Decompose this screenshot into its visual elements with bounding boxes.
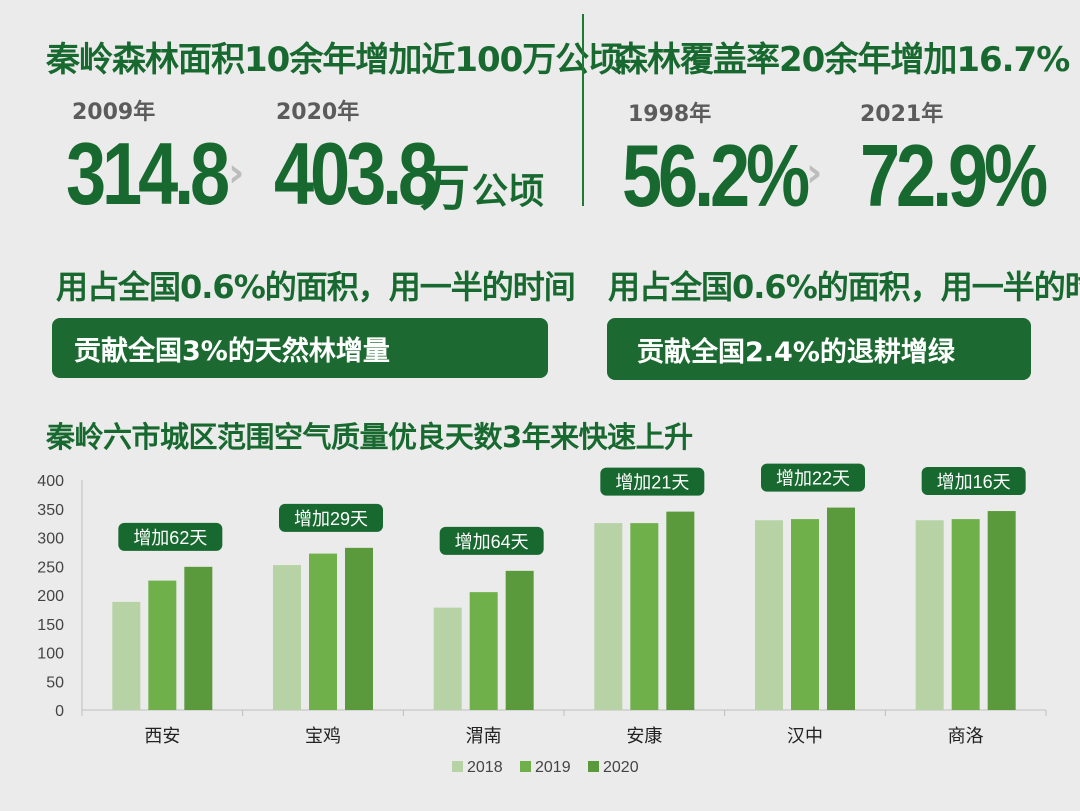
bar-2018 [112,601,141,710]
y-tick-label: 350 [37,502,64,519]
increase-callout-label: 增加21天 [615,473,689,493]
bar-2020 [505,570,534,710]
bar-2019 [309,553,337,710]
chevron-right-icon: › [806,150,823,196]
right-value-to: 72.9% [860,126,1048,225]
bar-2020 [345,547,373,710]
y-tick-label: 300 [37,531,64,548]
bar-2020 [666,511,695,710]
y-tick-label: 0 [55,703,64,720]
x-category-label: 商洛 [948,726,984,746]
left-highlight-pill: 贡献全国3%的天然林增量 [52,318,548,378]
bar-2019 [469,592,498,710]
y-tick-label: 50 [46,674,64,691]
increase-callout-label: 增加64天 [455,532,529,552]
left-subtitle: 用占全国0.6%的面积，用一半的时间 [56,268,576,306]
legend-label: 2019 [535,759,571,776]
legend-label: 2018 [467,759,503,776]
increase-callout-box [921,467,1026,496]
bar-2019 [630,523,659,710]
increase-callout-box [439,526,544,555]
bar-2019 [951,519,980,710]
bar-2020 [987,511,1016,710]
increase-callout-box [761,463,865,492]
right-subtitle: 用占全国0.6%的面积，用一半的时间 [608,268,1080,306]
legend-swatch-2018 [452,761,463,772]
right-panel-title: 森林覆盖率20余年增加16.7% [614,40,1070,80]
legend-swatch-2020 [588,761,599,772]
right-highlight-pill: 贡献全国2.4%的退耕增绿 [607,318,1031,380]
increase-callout-box [600,467,705,496]
bar-2018 [755,520,783,710]
legend-swatch-2019 [520,761,531,772]
y-tick-label: 200 [37,588,64,605]
chart-title: 秦岭六市城区范围空气质量优良天数3年来快速上升 [46,420,693,454]
bar-2019 [791,519,819,710]
y-tick-label: 150 [37,617,64,634]
y-tick-label: 250 [37,559,64,576]
left-unit-gongqing: 公顷 [472,171,545,212]
x-category-label: 安康 [626,726,662,746]
y-tick-label: 400 [37,473,64,490]
left-unit-wan: 万 [420,159,470,217]
chevron-right-icon: › [228,150,245,196]
increase-callout-box [279,503,383,532]
bar-2018 [594,523,623,710]
left-value-from: 314.8 [66,124,230,223]
left-panel-title: 秦岭森林面积10余年增加近100万公顷 [46,40,622,80]
panel-divider [582,14,584,206]
x-category-label: 宝鸡 [305,726,341,746]
legend-label: 2020 [603,759,639,776]
bar-2018 [273,565,301,710]
x-category-label: 渭南 [466,726,502,746]
bar-2020 [184,566,213,710]
increase-callout-label: 增加62天 [133,528,207,548]
y-tick-label: 100 [37,646,64,663]
left-value-to: 403.8 [274,124,438,223]
x-category-label: 西安 [144,726,180,746]
increase-callout-label: 增加16天 [937,472,1011,492]
increase-callout-label: 增加29天 [294,509,368,529]
bar-2018 [915,520,944,710]
left-year-to: 2020年 [276,100,360,125]
right-value-from: 56.2% [622,126,810,225]
x-category-label: 汉中 [787,726,823,746]
left-year-from: 2009年 [72,100,156,125]
increase-callout-box [118,522,223,551]
increase-callout-label: 增加22天 [776,469,850,489]
right-year-to: 2021年 [860,102,944,127]
bar-2020 [827,507,855,710]
bar-2018 [433,607,462,710]
bar-2019 [148,580,177,710]
right-year-from: 1998年 [628,102,712,127]
